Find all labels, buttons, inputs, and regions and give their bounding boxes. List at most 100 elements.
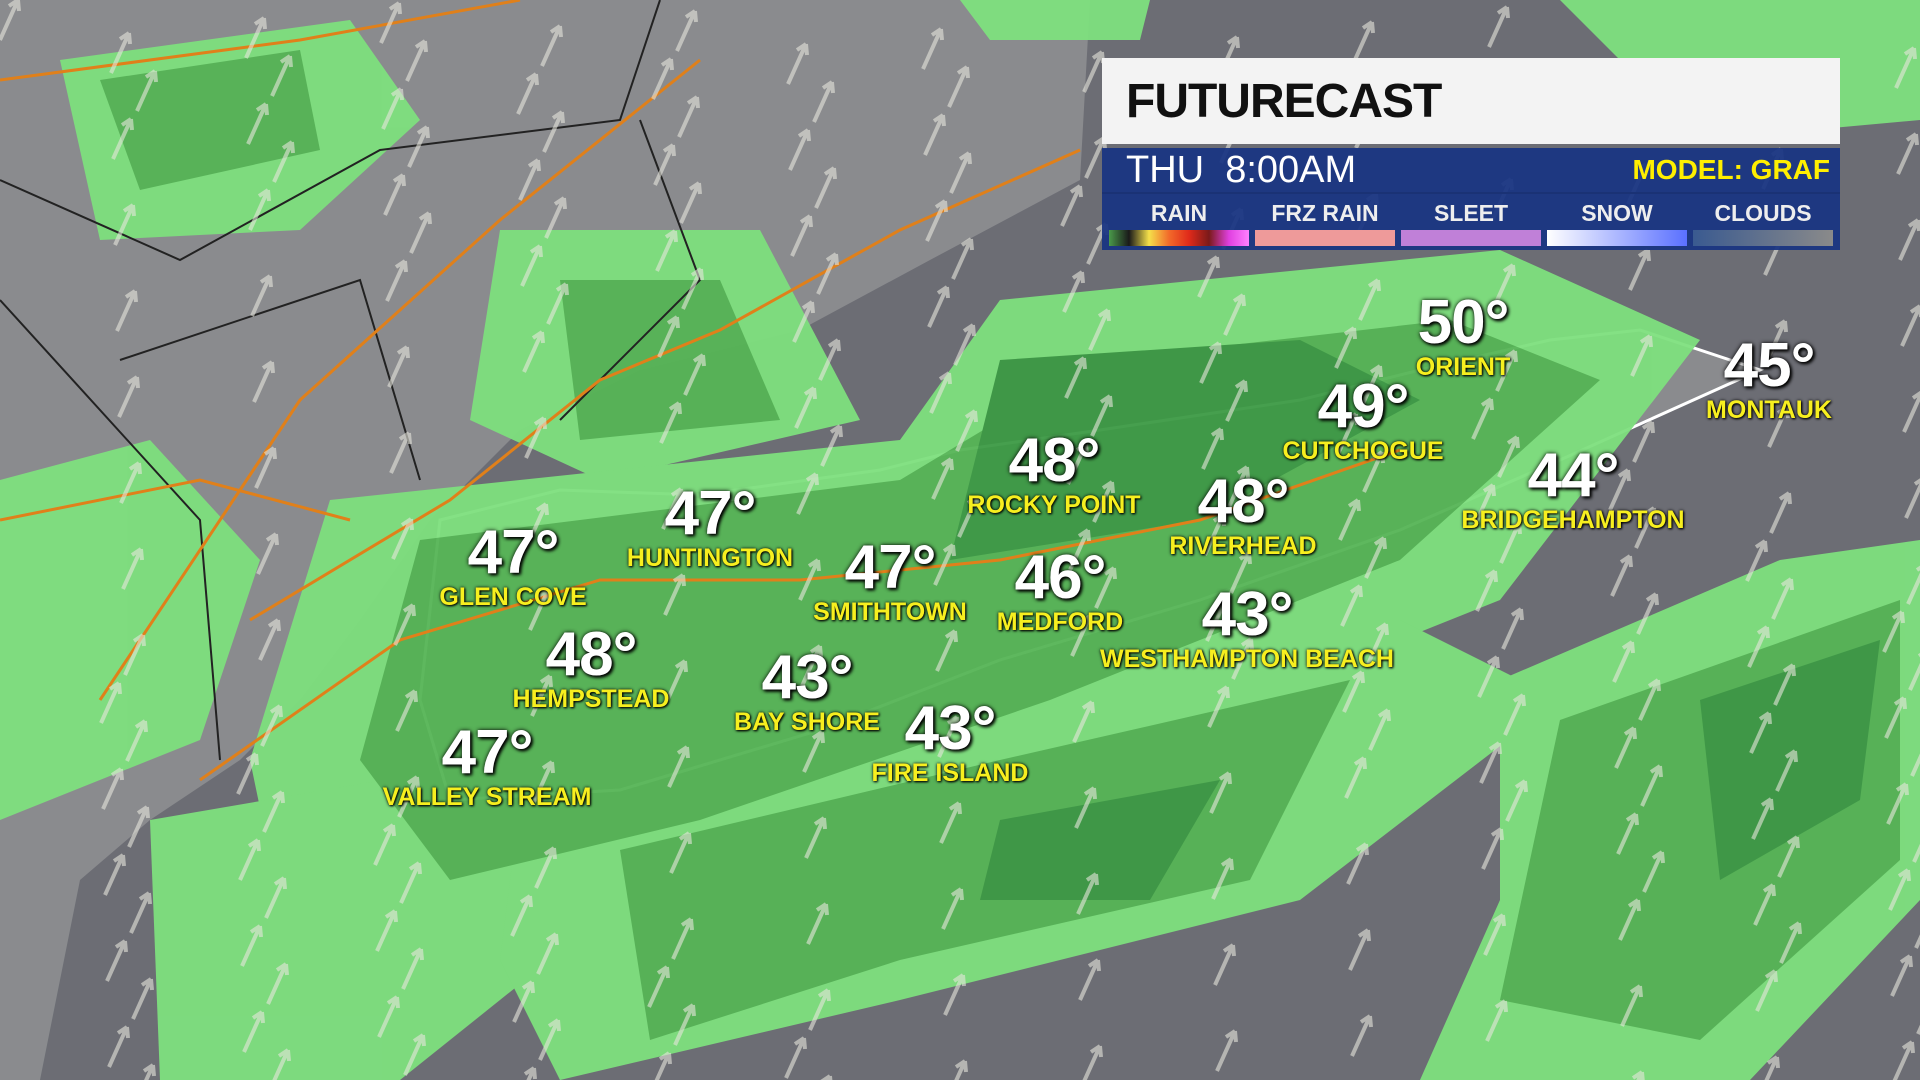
legend-color-bar bbox=[1401, 230, 1541, 246]
wind-arrow bbox=[798, 558, 821, 601]
wind-arrow bbox=[1777, 835, 1800, 878]
wind-arrow bbox=[1209, 771, 1232, 814]
wind-arrow bbox=[939, 801, 962, 844]
city-name: CUTCHOGUE bbox=[1282, 437, 1444, 465]
wind-arrow bbox=[1485, 999, 1508, 1042]
wind-arrow bbox=[655, 229, 678, 272]
wind-arrow bbox=[806, 902, 829, 945]
wind-arrow bbox=[542, 110, 565, 153]
wind-arrow bbox=[387, 345, 410, 388]
wind-arrow bbox=[1358, 278, 1381, 321]
wind-arrow bbox=[258, 618, 281, 661]
wind-arrow bbox=[1203, 513, 1226, 556]
wind-arrow bbox=[256, 532, 279, 575]
mainland bbox=[0, 0, 1090, 1080]
city-temperature: 48° bbox=[1008, 426, 1101, 495]
city-label: 48° RIVERHEAD bbox=[1169, 471, 1316, 560]
wind-arrow bbox=[512, 980, 535, 1023]
wind-arrow bbox=[800, 644, 823, 687]
wind-arrow bbox=[105, 939, 128, 982]
wind-arrow bbox=[240, 924, 263, 967]
wind-arrow bbox=[790, 214, 813, 257]
wind-arrow bbox=[238, 838, 261, 881]
legend-color-bar bbox=[1109, 230, 1249, 246]
wind-arrow bbox=[1223, 293, 1246, 336]
futurecast-panel: FUTURECAST THU 8:00AM MODEL: GRAF RAIN FR… bbox=[1102, 58, 1840, 250]
wind-arrow bbox=[272, 140, 295, 183]
wind-arrow bbox=[538, 1018, 561, 1061]
wind-arrow bbox=[1501, 607, 1524, 650]
wind-arrow bbox=[526, 502, 549, 545]
wind-arrow bbox=[927, 285, 950, 328]
wind-arrow bbox=[375, 909, 398, 952]
time-row: THU 8:00AM MODEL: GRAF bbox=[1102, 148, 1840, 194]
wind-arrow bbox=[1751, 797, 1774, 840]
wind-arrow bbox=[933, 543, 956, 586]
city-label: 43° BAY SHORE bbox=[734, 647, 880, 736]
wind-arrow bbox=[262, 790, 285, 833]
wind-arrow bbox=[1362, 450, 1385, 493]
city-name: BAY SHORE bbox=[734, 708, 880, 736]
wind-arrow bbox=[1894, 46, 1917, 89]
wind-arrow bbox=[794, 386, 817, 429]
wind-arrow bbox=[802, 730, 825, 773]
wind-arrow bbox=[1368, 708, 1391, 751]
wind-arrow bbox=[536, 932, 559, 975]
wind-arrow bbox=[654, 1051, 672, 1080]
wind-arrow bbox=[1092, 480, 1115, 523]
wind-arrow bbox=[820, 1074, 833, 1080]
wind-arrow bbox=[1473, 483, 1496, 526]
wind-arrow bbox=[524, 416, 547, 459]
city-name: MEDFORD bbox=[996, 608, 1124, 636]
wind-arrow bbox=[1344, 756, 1367, 799]
wind-arrow bbox=[949, 151, 972, 194]
wind-arrow bbox=[1632, 420, 1655, 463]
wind-arrow bbox=[683, 353, 706, 396]
wind-arrow bbox=[1767, 405, 1790, 448]
wind-arrow bbox=[516, 72, 539, 115]
wind-arrow bbox=[1886, 782, 1909, 825]
wind-arrow bbox=[544, 196, 567, 239]
wind-arrow bbox=[405, 39, 428, 82]
wind-arrow bbox=[786, 42, 809, 85]
wind-arrow bbox=[393, 603, 416, 646]
city-temperature: 50° bbox=[1417, 288, 1510, 357]
wind-arrow bbox=[1634, 506, 1657, 549]
city-name: FIRE ISLAND bbox=[871, 759, 1029, 787]
wind-arrow bbox=[812, 80, 835, 123]
wind-arrow bbox=[1614, 726, 1637, 769]
city-temperature: 48° bbox=[545, 620, 638, 689]
wind-arrow bbox=[1745, 539, 1768, 582]
wind-arrow bbox=[1346, 842, 1369, 885]
wind-arrow bbox=[957, 495, 980, 538]
wind-arrow bbox=[1631, 1070, 1645, 1080]
city-label: 50° ORIENT bbox=[1416, 288, 1510, 381]
wind-arrow bbox=[1898, 218, 1920, 261]
wind-arrow bbox=[1638, 678, 1661, 721]
wind-arrow bbox=[1618, 898, 1641, 941]
wind-arrow bbox=[1499, 521, 1522, 564]
wind-arrow bbox=[379, 1, 402, 44]
wind-arrow bbox=[659, 401, 682, 444]
wind-arrow bbox=[1060, 184, 1083, 227]
legend-item: RAIN bbox=[1109, 194, 1249, 250]
wind-arrow bbox=[399, 861, 422, 904]
legend-item: SNOW bbox=[1547, 194, 1687, 250]
wind-arrow bbox=[1471, 397, 1494, 440]
wind-arrow bbox=[669, 831, 692, 874]
wind-arrow bbox=[935, 629, 958, 672]
wind-arrow bbox=[1090, 394, 1113, 437]
wind-arrow bbox=[954, 1059, 968, 1080]
city-label: 47° VALLEY STREAM bbox=[382, 722, 592, 811]
wind-arrow bbox=[657, 315, 680, 358]
wind-arrow bbox=[1076, 872, 1099, 915]
wind-arrow bbox=[250, 274, 273, 317]
city-name: VALLEY STREAM bbox=[382, 783, 592, 811]
city-name: WESTHAMPTON BEACH bbox=[1100, 645, 1394, 673]
wind-arrow bbox=[101, 767, 124, 810]
legend-label: SNOW bbox=[1581, 200, 1653, 226]
wind-arrow bbox=[142, 1063, 156, 1080]
wind-arrow bbox=[1064, 356, 1087, 399]
wind-arrow bbox=[1231, 637, 1254, 680]
